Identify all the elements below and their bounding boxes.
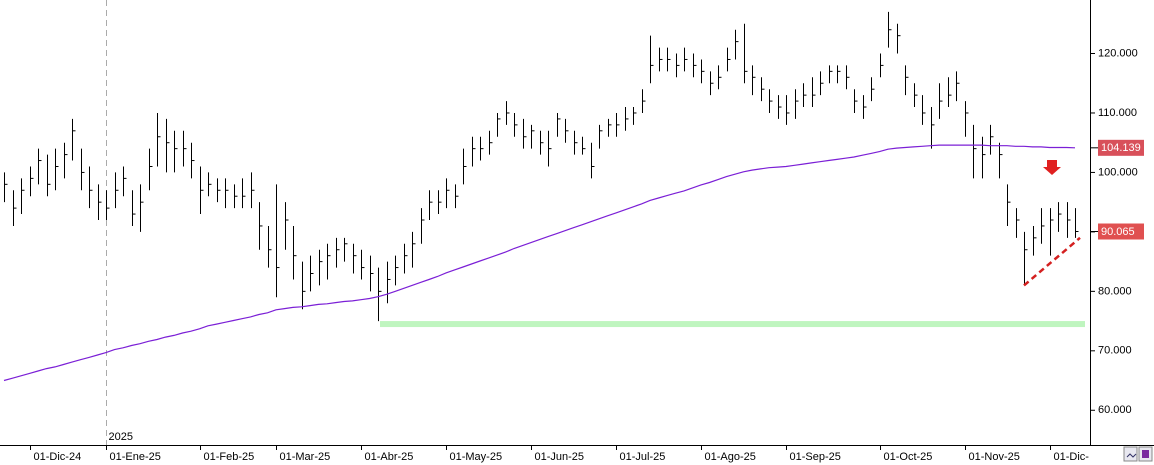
y-tick-label: 70.000 bbox=[1098, 345, 1132, 357]
price-label: 104.139 bbox=[1101, 142, 1141, 154]
x-tick-label: 01-Mar-25 bbox=[280, 451, 331, 463]
x-tick-label: 01-Dic-24 bbox=[34, 451, 82, 463]
y-tick-label: 80.000 bbox=[1098, 285, 1132, 297]
x-tick-label: 01-Feb-25 bbox=[204, 451, 255, 463]
y-tick-label: 110.000 bbox=[1098, 107, 1137, 119]
x-tick-label: 01-Oct-25 bbox=[884, 451, 933, 463]
down-arrow bbox=[1043, 160, 1061, 175]
x-tick-label: 01-Ene-25 bbox=[110, 451, 161, 463]
x-tick-label: 01-Nov-25 bbox=[969, 451, 1020, 463]
x-tick-label: 01-Abr-25 bbox=[365, 451, 414, 463]
trend-line bbox=[1023, 236, 1081, 287]
price-label-bg bbox=[1098, 223, 1144, 240]
y-tick-label: 60.000 bbox=[1098, 404, 1132, 416]
x-tick-label: 01-May-25 bbox=[450, 451, 503, 463]
x-tick-label: 01-Jun-25 bbox=[535, 451, 585, 463]
save-icon bbox=[1142, 450, 1149, 458]
support-line bbox=[380, 321, 1085, 328]
price-label-bg bbox=[1098, 139, 1144, 156]
moving-average bbox=[3, 144, 1076, 382]
x-tick-label: 01-Jul-25 bbox=[620, 451, 666, 463]
price-label: 90.065 bbox=[1101, 226, 1135, 238]
x-tick-label: 01-Dic- bbox=[1054, 451, 1090, 463]
year-label: 2025 bbox=[109, 431, 133, 443]
x-tick-label: 01-Sep-25 bbox=[790, 451, 841, 463]
x-tick-label: 01-Ago-25 bbox=[705, 451, 756, 463]
zoom-icon bbox=[1126, 453, 1137, 458]
y-tick-label: 120.000 bbox=[1098, 47, 1138, 59]
y-tick-label: 100.000 bbox=[1098, 166, 1138, 178]
